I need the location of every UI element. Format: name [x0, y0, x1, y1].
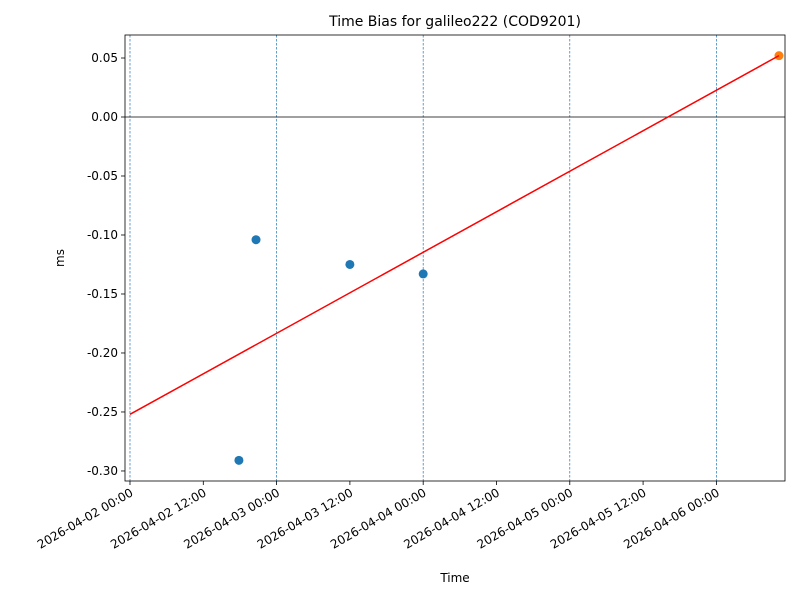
y-tick-label: 0.05 [91, 51, 118, 65]
y-tick-label: -0.05 [87, 169, 118, 183]
data-point [234, 455, 244, 465]
y-tick-label: -0.10 [87, 228, 118, 242]
y-axis-label: ms [53, 249, 67, 267]
data-point [251, 235, 261, 245]
plot-frame [124, 34, 786, 482]
y-tick-label: -0.20 [87, 346, 118, 360]
data-point [418, 269, 428, 279]
y-tick-label: -0.25 [87, 405, 118, 419]
y-tick-label: -0.15 [87, 287, 118, 301]
chart-title: Time Bias for galileo222 (COD9201) [328, 14, 581, 30]
y-tick-label: -0.30 [87, 464, 118, 478]
y-tick-label: 0.00 [91, 110, 118, 124]
data-point [345, 259, 355, 269]
fit-line [129, 54, 780, 415]
x-axis-label: Time [439, 571, 469, 585]
